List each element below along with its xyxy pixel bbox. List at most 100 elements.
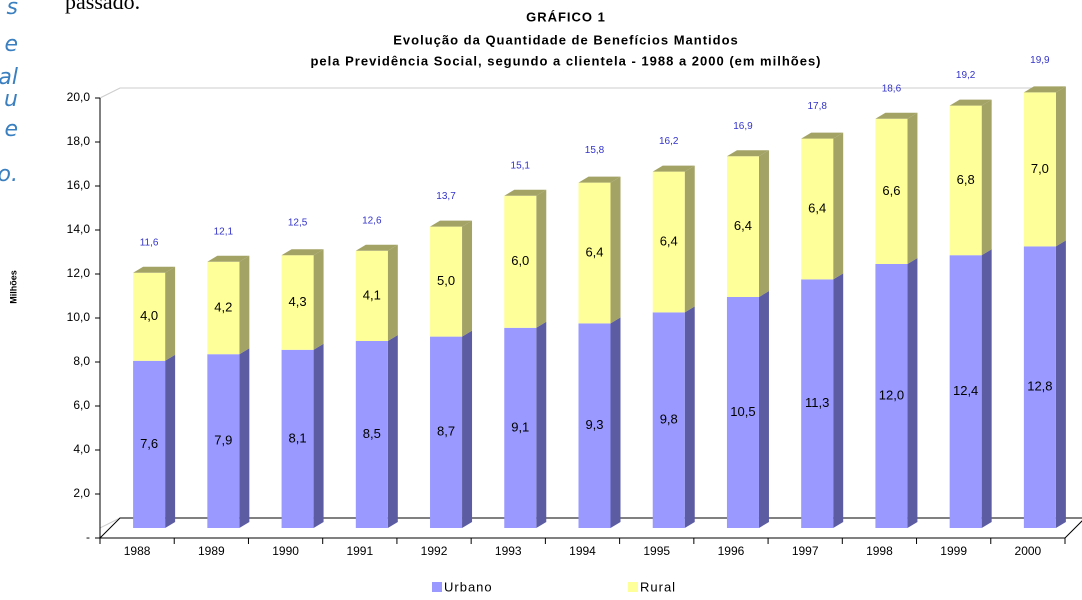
bar [1023,92,1056,247]
bar-top [207,255,250,262]
bar-side [387,244,398,341]
bar [504,195,537,328]
bar-side [981,99,992,256]
bar-top [875,112,918,119]
bar [355,250,388,341]
x-tick-label: 2000 [1015,544,1042,558]
value-label: 4,1 [363,287,381,302]
bar-top [281,249,324,256]
legend-swatch [628,582,638,592]
value-label: 12,4 [953,383,978,398]
bar-side [610,176,621,324]
bar-top [652,165,695,172]
x-tick-label: 1991 [346,544,373,558]
value-label: 10,5 [730,404,755,419]
bar-side [610,317,621,528]
bar-side [907,258,918,528]
bar-top [504,189,547,196]
x-tick-label: 1998 [866,544,893,558]
bar [281,255,314,350]
y-tick-label: 14,0 [67,222,91,236]
bar-side [387,335,398,528]
bar-top [430,220,473,227]
value-label: 4,3 [289,294,307,309]
bar-side [758,291,769,528]
y-tick-label: 2,0 [73,486,90,500]
value-label: 6,4 [734,218,752,233]
bar-top [949,99,992,106]
bar-side [462,330,473,528]
bar-side [536,189,547,328]
side-text: u [4,87,18,112]
x-tick-label: 1988 [124,544,151,558]
bar [726,297,759,528]
value-label: 5,0 [437,273,455,288]
x-tick-label: 1994 [569,544,596,558]
side-text: o. [0,162,18,187]
bar-side [239,255,250,355]
bar-side [313,249,324,350]
bar [949,255,982,528]
value-label: 9,3 [585,417,603,432]
total-label: 11,6 [140,237,159,248]
bar-side [313,343,324,528]
bar [578,182,611,324]
bar-side [981,249,992,528]
y-tick-label: 8,0 [73,354,90,368]
value-label: 6,4 [660,233,678,248]
side-text: s [7,0,18,20]
total-label: 19,2 [956,70,976,81]
y-tick-label: 20,0 [67,90,91,104]
chart-subtitle: Evolução da Quantidade de Benefícios Man… [393,32,739,47]
chart-subtitle: pela Previdência Social, segundo a clien… [310,53,821,68]
bar [207,261,240,355]
value-label: 4,2 [214,299,232,314]
bar-side [536,321,547,528]
total-label: 16,2 [659,136,679,147]
y-tick-label: 10,0 [67,310,91,324]
bar-side [758,150,769,297]
bar [875,264,908,528]
total-label: 12,1 [214,226,234,237]
bar-side [1055,240,1066,528]
value-label: 12,8 [1027,379,1052,394]
x-tick-label: 1993 [495,544,522,558]
total-label: 15,8 [585,145,605,156]
bar [578,323,611,528]
bar [949,105,982,256]
bar-side [165,354,176,528]
bar-side [462,220,473,337]
bar [652,171,685,313]
y-axis-label: Milhões [8,270,18,304]
bar [133,360,166,528]
bar [430,336,463,528]
bar-side [239,348,250,528]
value-label: 9,1 [511,419,529,434]
total-label: 17,8 [807,101,827,112]
legend-swatch [432,582,442,592]
total-label: 12,5 [288,218,308,229]
bar-top [355,244,398,251]
total-label: 15,1 [511,160,531,171]
value-label: 6,8 [957,172,975,187]
side-text: e [4,32,18,57]
bar-top [726,150,769,157]
value-label: 7,6 [140,436,158,451]
bar-top [801,132,844,139]
y-tick-label: 12,0 [67,266,91,280]
y-tick-label: 4,0 [73,442,90,456]
total-label: 13,7 [436,191,456,202]
value-label: 6,6 [882,183,900,198]
side-text: passado. [65,0,140,14]
bar-top [578,176,621,183]
x-tick-label: 1990 [272,544,299,558]
value-label: 7,0 [1031,161,1049,176]
side-text: al [0,65,18,90]
side-text: e [4,117,18,142]
bar-side [1055,86,1066,247]
value-label: 8,7 [437,424,455,439]
bar-side [833,273,844,528]
bar [430,226,463,337]
legend-label: Urbano [444,579,493,594]
